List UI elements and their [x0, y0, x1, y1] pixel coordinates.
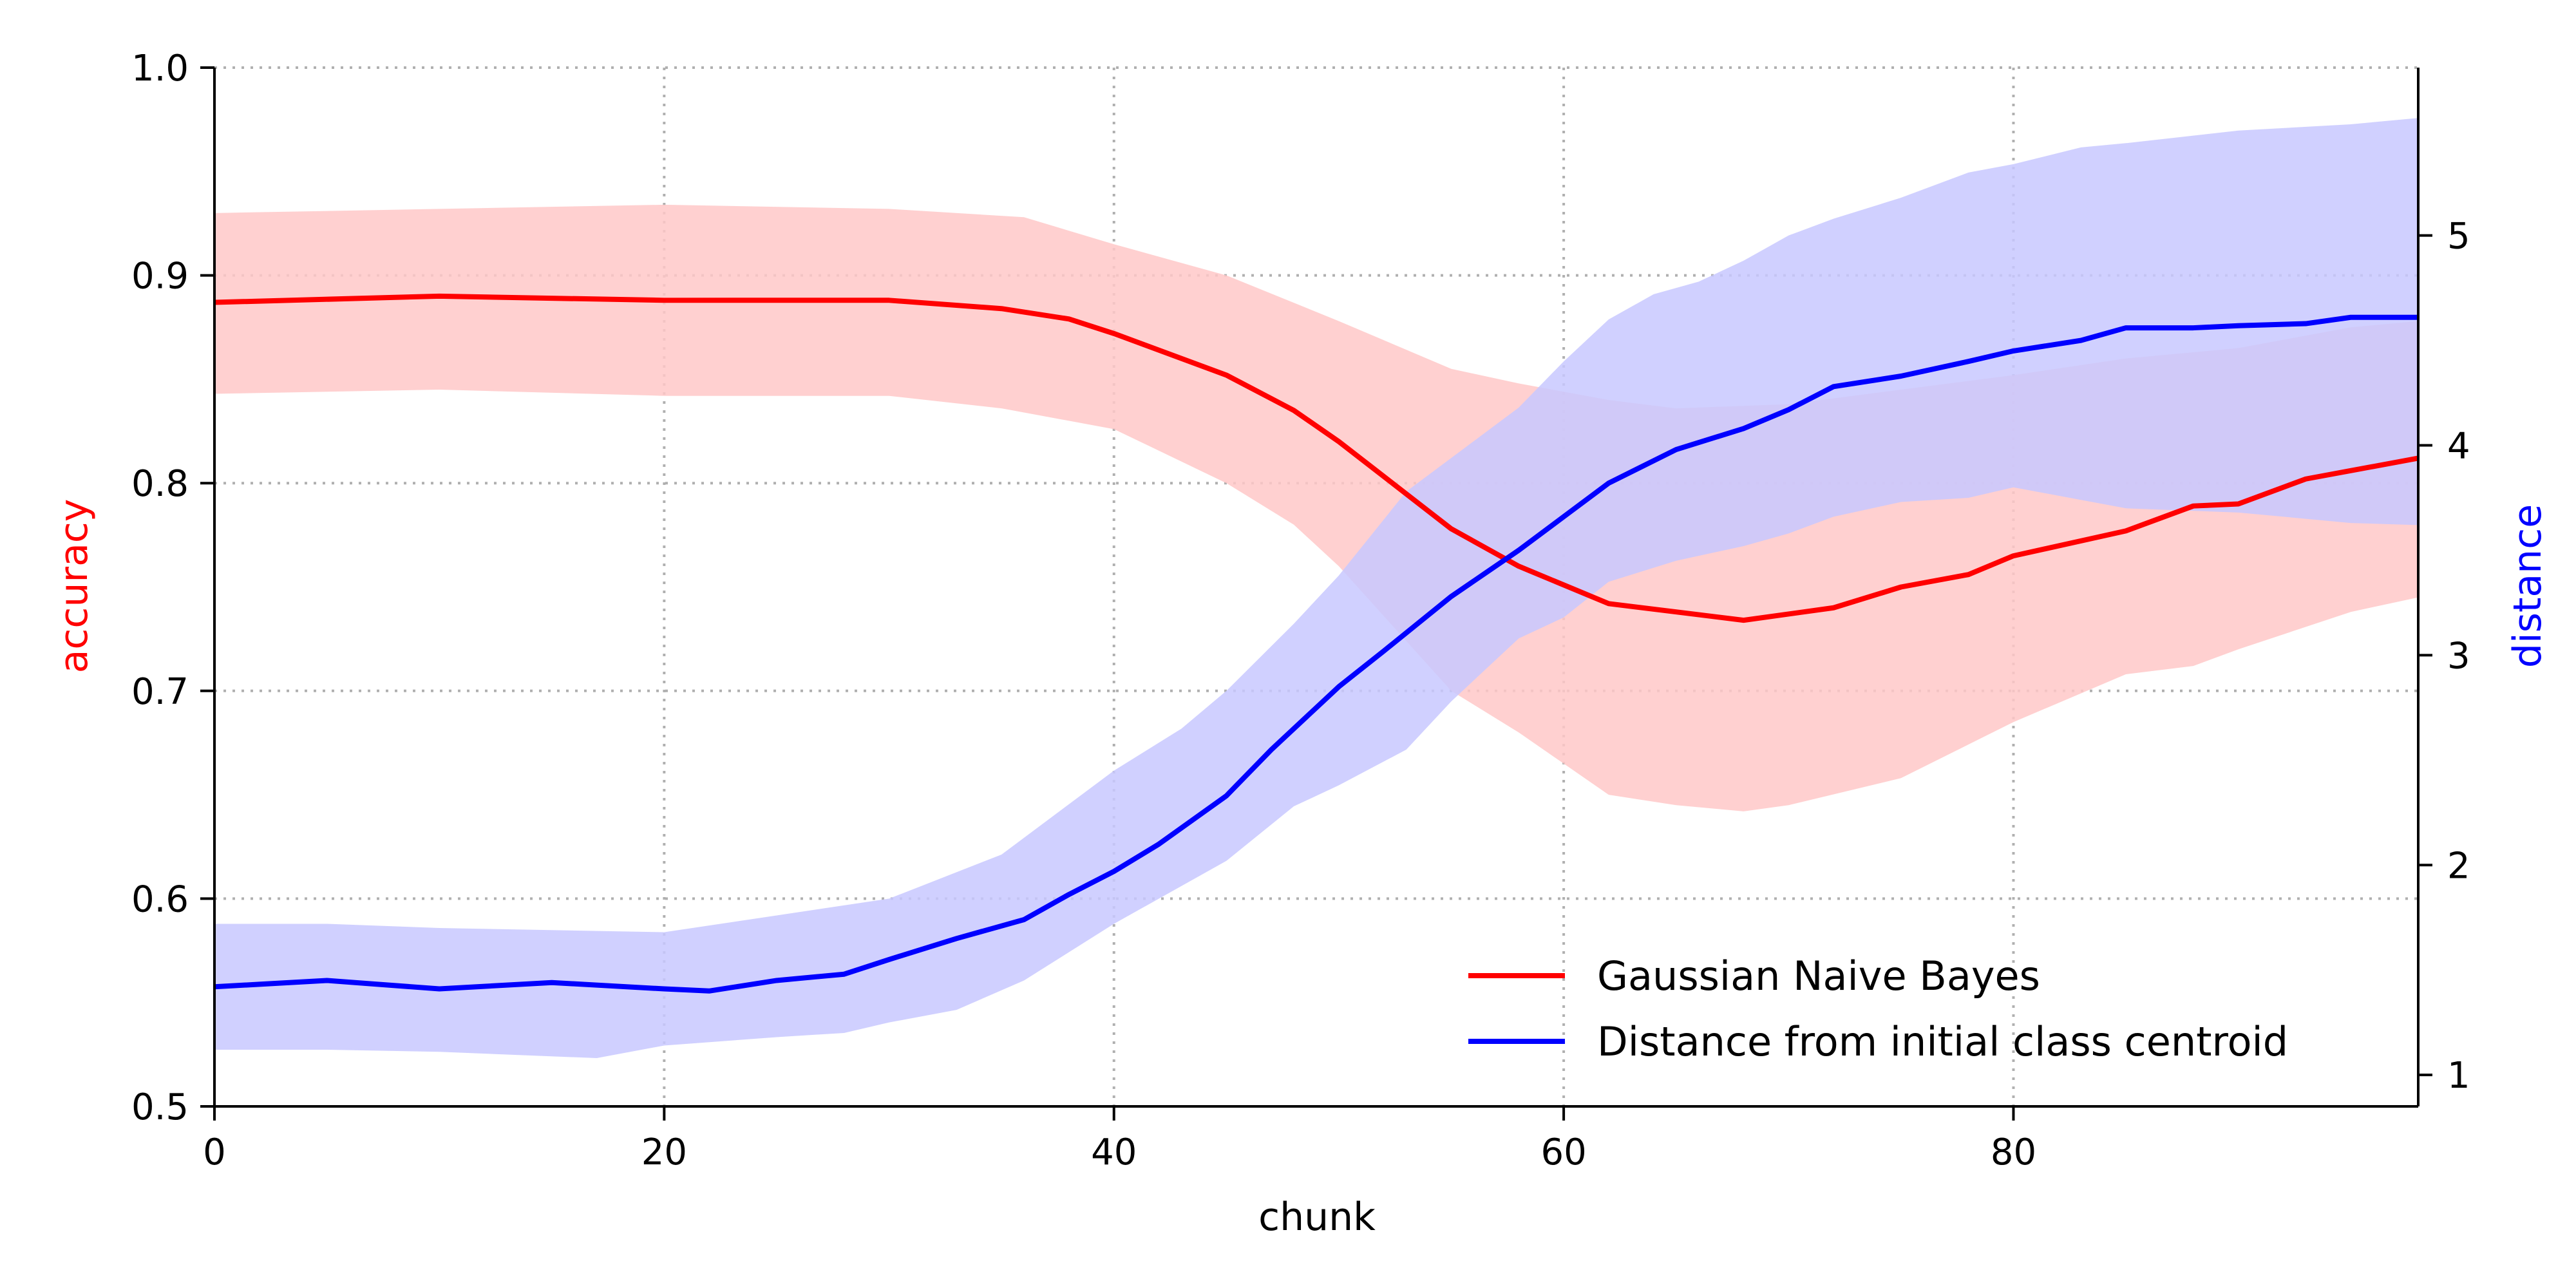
tick-labels: 0 20 40 60 80 0.5 0.6 0.7 0.8 0.9 1.0 1 2 3 4 5	[131, 48, 2470, 1173]
band-series-1	[214, 118, 2418, 1059]
y2-tick-label: 2	[2447, 845, 2470, 887]
x-tick-label: 80	[1991, 1132, 2036, 1173]
y-tick-label: 0.9	[131, 256, 189, 298]
x-tick-label: 0	[203, 1132, 226, 1173]
line-series-0	[214, 293, 2419, 623]
confidence-bands	[214, 118, 2418, 1059]
band-series-0	[214, 204, 2418, 811]
y-tick-label: 0.6	[131, 878, 189, 920]
y2-tick-label: 3	[2447, 635, 2470, 677]
y-tick-label: 0.8	[131, 463, 189, 505]
y-tick-label: 0.5	[131, 1086, 189, 1128]
y2-tick-label: 4	[2447, 426, 2470, 468]
legend-label-distance: Distance from initial class centroid	[1597, 1018, 2288, 1065]
x-tick-label: 20	[641, 1132, 687, 1173]
y-axis-title: accuracy	[52, 499, 97, 674]
legend-label-gnb: Gaussian Naive Bayes	[1597, 952, 2040, 999]
line-series-1	[214, 314, 2418, 994]
y2-axis-title: distance	[2505, 504, 2550, 668]
x-tick-label: 40	[1091, 1132, 1137, 1173]
x-axis-title: chunk	[1258, 1195, 1376, 1240]
y2-tick-label: 5	[2447, 216, 2470, 258]
y-tick-label: 0.7	[131, 671, 189, 713]
series-lines	[214, 293, 2419, 994]
axes	[200, 66, 2432, 1121]
legend: Gaussian Naive Bayes Distance from initi…	[1468, 952, 2288, 1065]
y2-tick-label: 1	[2447, 1055, 2470, 1097]
y-tick-label: 1.0	[131, 48, 189, 90]
x-tick-label: 60	[1540, 1132, 1586, 1173]
